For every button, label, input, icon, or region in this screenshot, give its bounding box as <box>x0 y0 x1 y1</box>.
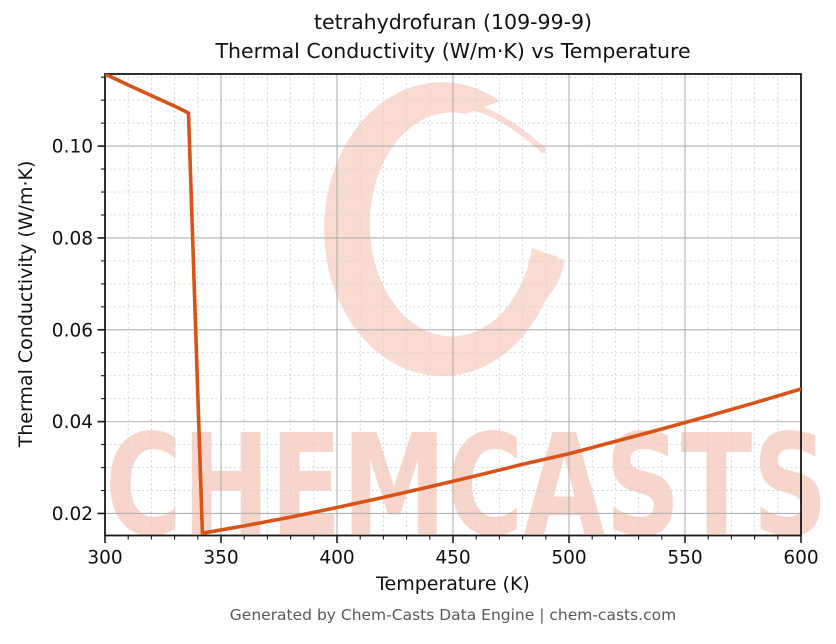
x-tick-label: 550 <box>667 548 702 569</box>
y-tick-label: 0.04 <box>52 412 93 433</box>
chart-title-line1: tetrahydrofuran (109-99-9) <box>313 10 593 34</box>
chemcasts-logo-brush-stroke-icon <box>395 98 546 153</box>
tick-labels: 300 350 400 450 500 550 600 0.02 0.04 0.06 0.08 0.1… <box>52 137 819 569</box>
x-tick-label: 500 <box>551 548 586 569</box>
watermark-group: CHEMCASTS <box>105 82 828 568</box>
chart-title-line2: Thermal Conductivity (W/m·K) vs Temperat… <box>215 38 691 63</box>
y-tick-label: 0.08 <box>52 228 93 249</box>
x-tick-label: 450 <box>435 548 470 569</box>
x-tick-label: 300 <box>87 548 122 569</box>
plot-border <box>104 73 802 537</box>
data-series <box>105 74 801 536</box>
x-tick-label: 350 <box>203 548 238 569</box>
x-axis-label: Temperature (K) <box>376 573 530 595</box>
footer-attribution: Generated by Chem-Casts Data Engine | ch… <box>229 606 677 624</box>
chemcasts-logo-tip-icon <box>536 258 565 304</box>
y-tick-label: 0.06 <box>52 320 93 341</box>
chart-title: tetrahydrofuran (109-99-9) Thermal Condu… <box>105 8 801 65</box>
y-tick-label: 0.10 <box>52 137 93 158</box>
chemcasts-logo-icon <box>324 82 558 377</box>
major-gridlines <box>105 74 801 536</box>
x-tick-label: 600 <box>783 548 818 569</box>
y-tick-label: 0.02 <box>52 504 93 525</box>
y-axis-label: Thermal Conductivity (W/m·K) <box>15 160 37 448</box>
axes-spines-and-ticks <box>97 73 802 543</box>
thermal-conductivity-line <box>105 74 801 536</box>
watermark-text: CHEMCASTS <box>105 405 828 568</box>
x-tick-label: 400 <box>319 548 354 569</box>
